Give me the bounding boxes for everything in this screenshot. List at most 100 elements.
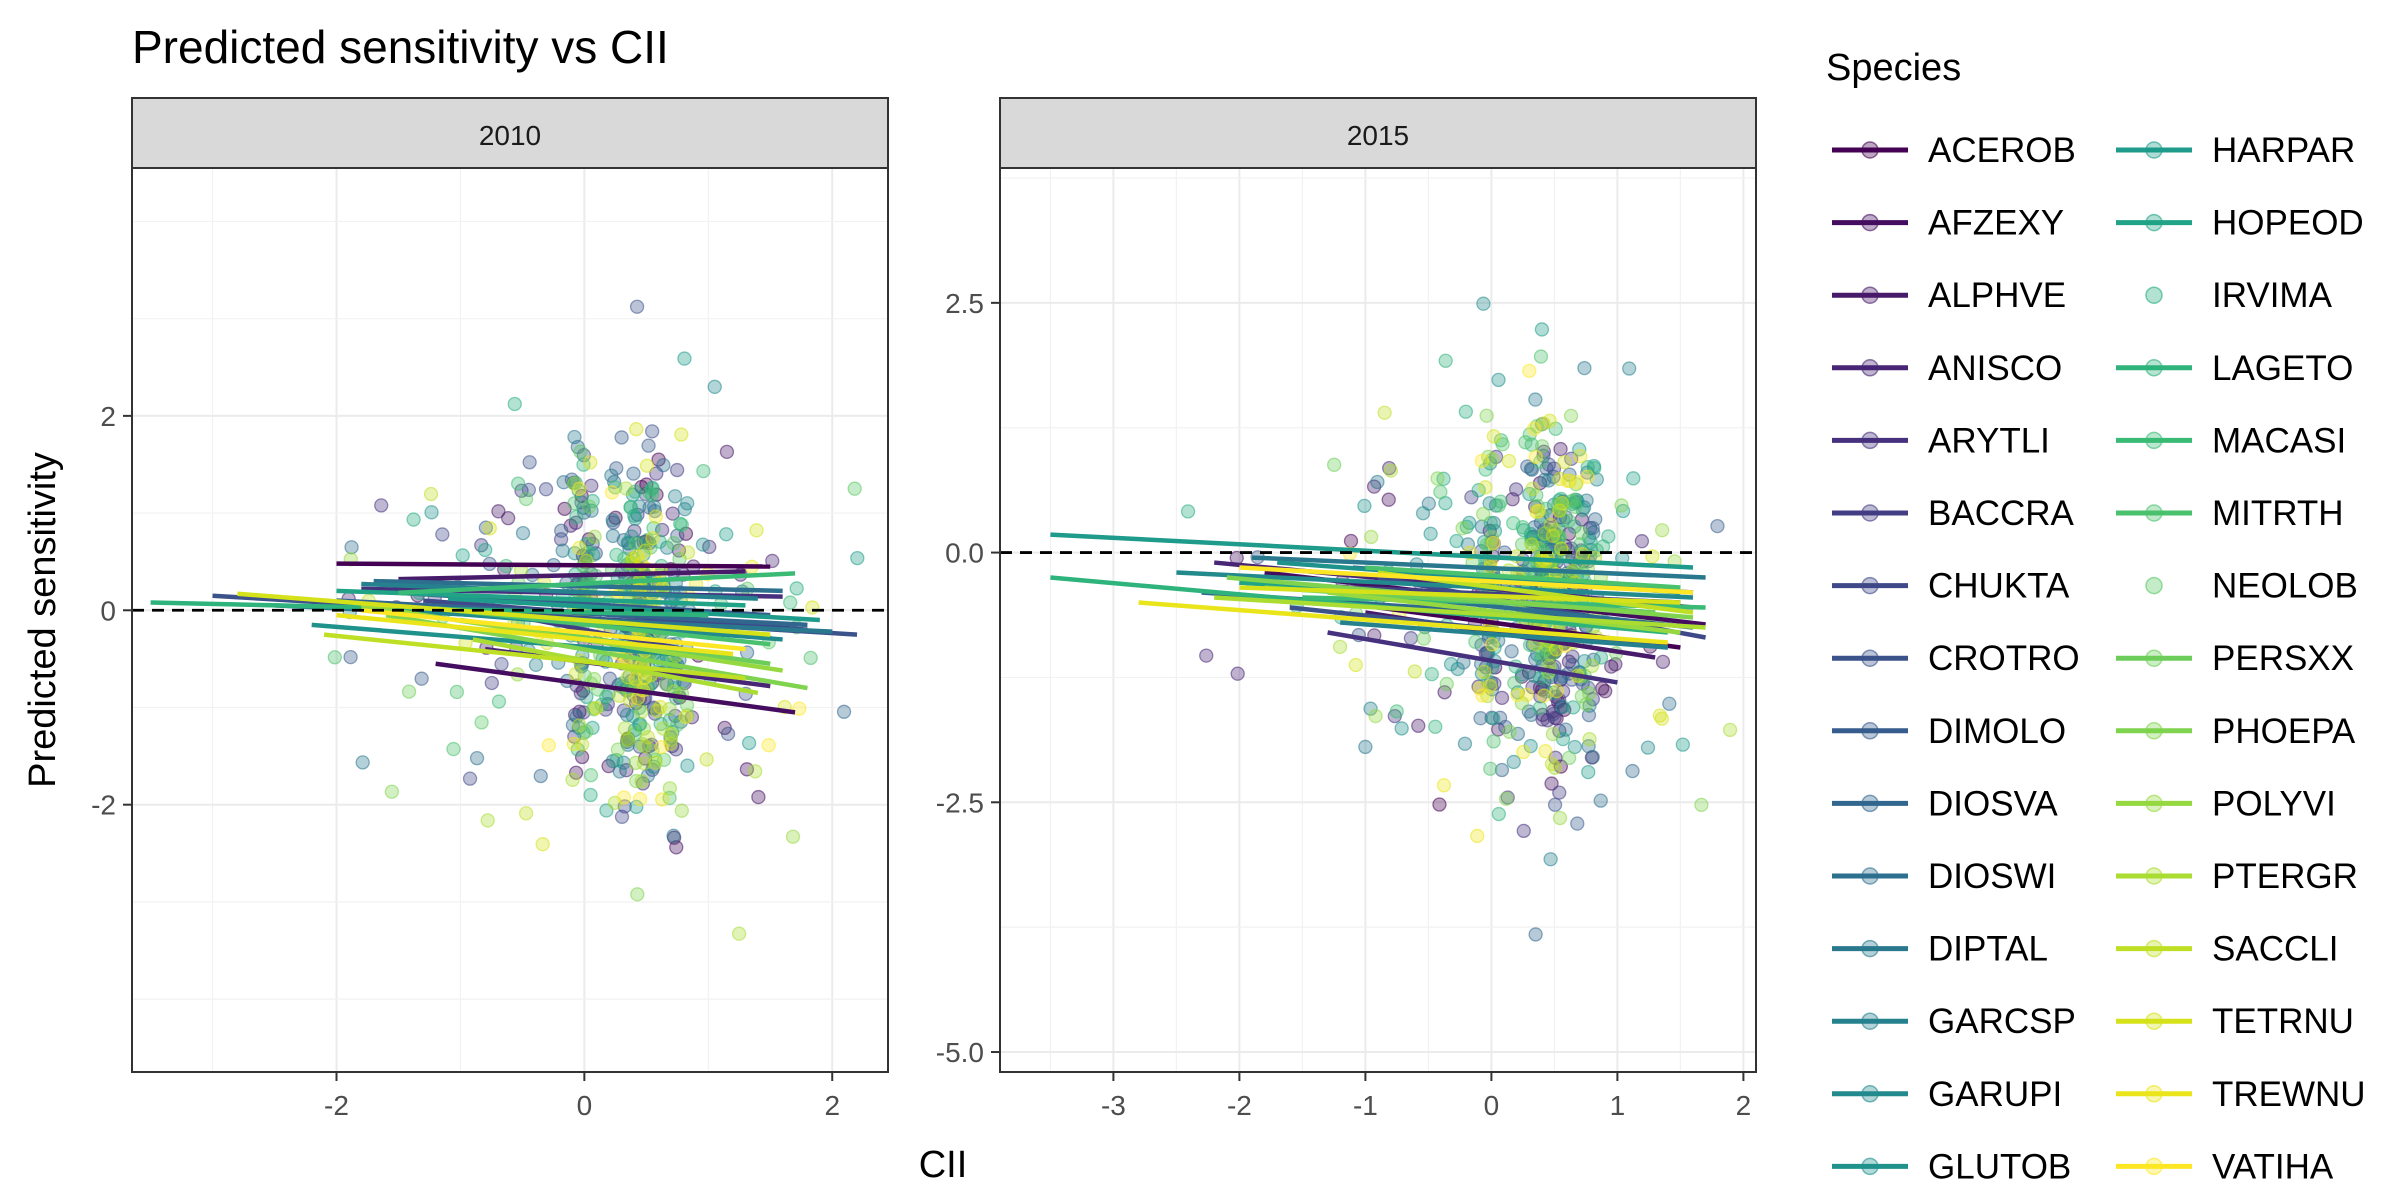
data-point bbox=[1573, 449, 1588, 464]
data-point bbox=[1534, 439, 1550, 454]
data-point bbox=[1199, 648, 1214, 663]
data-point bbox=[604, 485, 620, 500]
legend-key-point bbox=[1861, 1085, 1879, 1103]
x-tick-label: -3 bbox=[1101, 1090, 1126, 1121]
data-point bbox=[1430, 471, 1445, 486]
legend-key-point bbox=[2145, 141, 2163, 159]
data-point bbox=[749, 523, 764, 538]
data-point bbox=[783, 595, 798, 610]
data-point bbox=[1528, 927, 1543, 942]
legend-label: AFZEXY bbox=[1928, 204, 2064, 243]
legend-item-phoepa: PHOEPA bbox=[2116, 712, 2356, 751]
fit-line-tetrnu bbox=[237, 591, 771, 637]
data-point bbox=[656, 457, 671, 473]
data-point bbox=[1491, 806, 1506, 822]
data-point bbox=[568, 765, 584, 780]
data-point bbox=[1510, 726, 1526, 742]
data-point bbox=[618, 481, 634, 496]
data-point bbox=[583, 455, 598, 470]
x-tick-label: 2 bbox=[824, 1090, 840, 1121]
data-point bbox=[554, 523, 569, 538]
legend-key-point bbox=[2145, 504, 2163, 522]
data-point bbox=[1722, 722, 1738, 738]
data-point bbox=[1655, 654, 1671, 670]
data-point bbox=[1524, 537, 1539, 552]
data-point bbox=[474, 715, 489, 730]
data-point bbox=[1458, 404, 1474, 419]
legend-label: NEOLOB bbox=[2212, 567, 2358, 606]
legend-label: SACCLI bbox=[2212, 930, 2338, 969]
data-point bbox=[1574, 689, 1589, 704]
data-point bbox=[584, 478, 599, 493]
data-point bbox=[522, 455, 537, 470]
legend-item-polyvi: POLYVI bbox=[2116, 784, 2336, 823]
legend-label: IRVIMA bbox=[2212, 276, 2333, 315]
legend-title: Species bbox=[1826, 47, 1961, 89]
legend-key-point bbox=[2145, 939, 2163, 958]
legend-item-trewnu: TREWNU bbox=[2116, 1075, 2366, 1114]
data-point bbox=[1415, 506, 1431, 521]
data-point bbox=[1476, 296, 1491, 311]
facet-strip bbox=[131, 97, 889, 169]
fit-line-harpar bbox=[1050, 532, 1694, 570]
chart-title: Predicted sensitivity vs CII bbox=[132, 21, 669, 73]
data-point bbox=[654, 522, 670, 538]
fit-line-arytli bbox=[1327, 630, 1618, 685]
data-point bbox=[609, 547, 624, 563]
data-point bbox=[1436, 778, 1452, 793]
data-point bbox=[435, 527, 450, 542]
data-point bbox=[629, 549, 645, 564]
data-point bbox=[406, 512, 421, 527]
data-point bbox=[555, 543, 570, 558]
data-point bbox=[1710, 518, 1725, 534]
data-point bbox=[1585, 749, 1600, 765]
data-point bbox=[566, 476, 582, 491]
data-point bbox=[567, 496, 582, 511]
data-point bbox=[446, 741, 461, 757]
legend-item-harpar: HARPAR bbox=[2116, 131, 2355, 170]
y-tick-label: -2.5 bbox=[936, 787, 984, 818]
data-point bbox=[569, 709, 584, 724]
data-point bbox=[707, 379, 722, 394]
data-point bbox=[655, 792, 670, 807]
x-axis: -2 0 2 bbox=[324, 1072, 840, 1121]
data-point bbox=[572, 481, 587, 496]
data-point bbox=[589, 700, 604, 716]
data-point bbox=[569, 509, 584, 525]
data-point bbox=[632, 791, 648, 807]
data-point bbox=[1438, 353, 1453, 368]
legend-key-point bbox=[1861, 431, 1879, 450]
data-point bbox=[667, 489, 683, 504]
data-point bbox=[1566, 700, 1581, 715]
data-point bbox=[573, 444, 588, 459]
data-point bbox=[669, 462, 685, 478]
data-point bbox=[1543, 852, 1558, 867]
data-point bbox=[1560, 473, 1575, 489]
legend-key-point bbox=[1861, 286, 1879, 304]
legend-label: ACEROB bbox=[1928, 131, 2076, 170]
data-point bbox=[484, 675, 499, 691]
data-point bbox=[1525, 481, 1540, 496]
legend-key-point bbox=[2145, 1157, 2163, 1176]
data-point bbox=[651, 452, 666, 467]
data-point bbox=[789, 581, 804, 596]
data-point bbox=[1582, 731, 1597, 747]
fit-line-garcsp bbox=[361, 581, 758, 601]
data-point bbox=[785, 829, 801, 844]
data-point bbox=[343, 649, 358, 665]
legend-item-acerob: ACEROB bbox=[1832, 131, 2076, 170]
data-point bbox=[1654, 711, 1669, 726]
legend-label: TREWNU bbox=[2212, 1075, 2366, 1114]
data-point bbox=[1675, 737, 1690, 752]
data-point bbox=[1580, 469, 1595, 484]
data-point bbox=[515, 525, 531, 541]
legend-key-point bbox=[1861, 359, 1879, 377]
data-point bbox=[656, 721, 671, 736]
data-point bbox=[646, 521, 661, 536]
data-point bbox=[1563, 408, 1579, 424]
data-point bbox=[1507, 675, 1522, 691]
data-point bbox=[648, 755, 663, 770]
data-point bbox=[1484, 637, 1500, 652]
data-point bbox=[654, 740, 669, 755]
fit-line-afzexy bbox=[435, 661, 796, 715]
